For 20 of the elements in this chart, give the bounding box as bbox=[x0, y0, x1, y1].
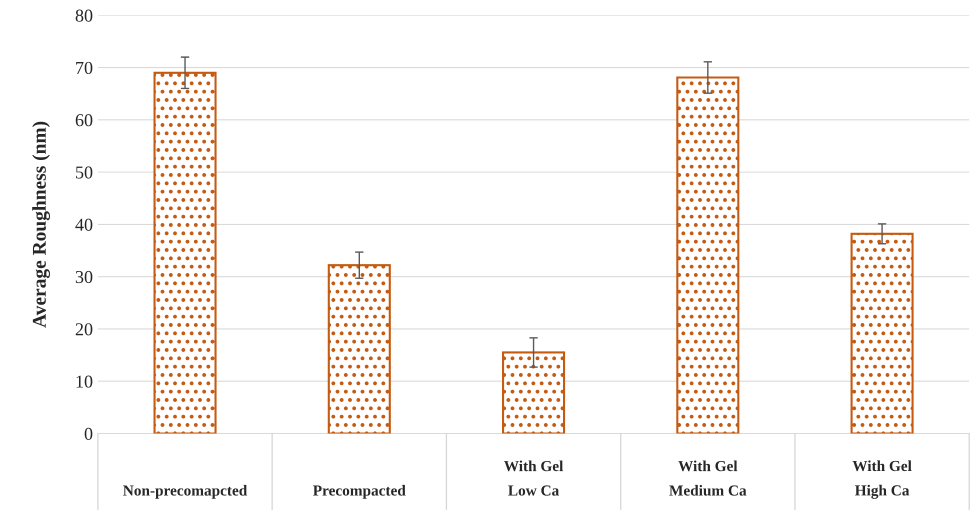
y-tick-label: 40 bbox=[75, 218, 92, 231]
y-tick-label: 50 bbox=[76, 166, 92, 179]
bar bbox=[153, 72, 217, 434]
y-tick-label: 10 bbox=[76, 375, 92, 388]
y-tick-label: 0 bbox=[84, 428, 92, 440]
x-tick-label: Precompacted bbox=[313, 484, 406, 499]
x-tick-label: With Gel Low Ca bbox=[504, 460, 564, 496]
x-tick-label: Non-precomapcted bbox=[123, 484, 248, 499]
bar bbox=[676, 76, 740, 434]
y-tick-label: 30 bbox=[76, 270, 92, 284]
y-tick-label: 20 bbox=[76, 323, 92, 336]
y-axis-title: Average Roughness (nm) bbox=[32, 122, 50, 328]
x-tick-label: With Gel Medium Ca bbox=[669, 460, 746, 496]
x-tick-label: With Gel High Ca bbox=[852, 460, 912, 499]
y-tick-label: 80 bbox=[76, 10, 92, 22]
y-tick-label: 60 bbox=[76, 114, 92, 126]
bar bbox=[502, 351, 566, 434]
y-tick-label: 70 bbox=[76, 62, 92, 74]
bar bbox=[850, 232, 914, 434]
bar bbox=[328, 264, 391, 434]
